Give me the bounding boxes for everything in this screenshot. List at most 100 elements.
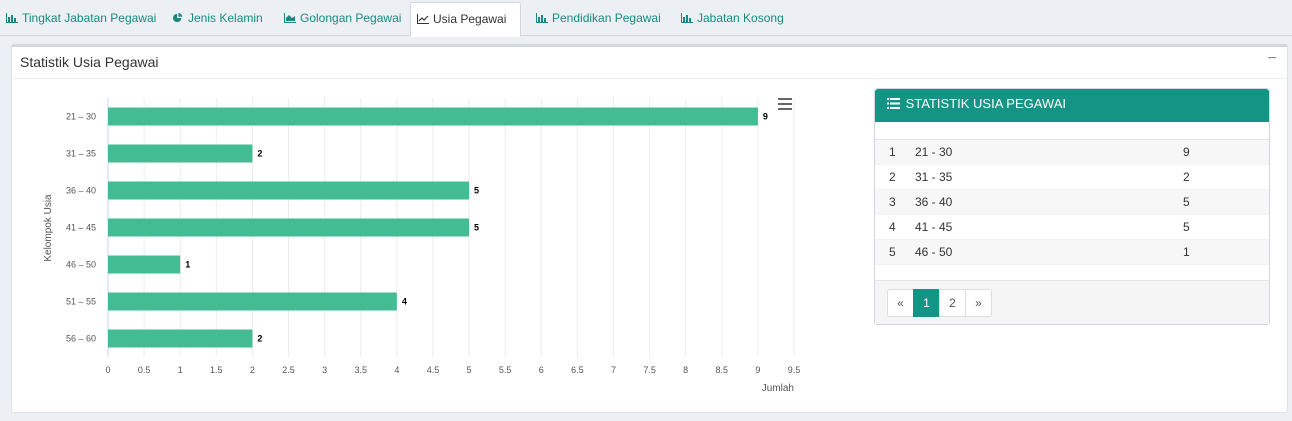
stat-box: STATISTIK USIA PEGAWAI 1 21 - 30 9 2 31 - 35…: [874, 88, 1270, 325]
collapse-button[interactable]: −: [1267, 50, 1277, 67]
x-tick-label: 8: [683, 365, 688, 375]
x-tick-label: 2.5: [282, 365, 295, 375]
y-axis-label: Kelompok Usia: [43, 194, 54, 262]
x-tick-label: 9: [755, 365, 760, 375]
tab-label: Jabatan Kosong: [697, 11, 784, 25]
data-label: 5: [474, 223, 479, 233]
data-label: 4: [402, 297, 407, 307]
y-tick-label: 56 – 60: [66, 334, 96, 344]
tab-label: Jenis Kelamin: [188, 11, 263, 25]
x-tick-label: 1.5: [210, 365, 223, 375]
usia-chart: 0 0.5 1 1.5 2 2.5 3 3.5 4 4.5 5 5.5 6 6.5 7 7.5 8 8.5 9 9.5…: [12, 47, 872, 416]
bar-chart-icon: [6, 13, 18, 23]
data-label: 1: [185, 260, 190, 270]
stat-box-header: STATISTIK USIA PEGAWAI: [875, 89, 1269, 122]
x-tick-label: 4: [394, 365, 399, 375]
pagination-prev-button[interactable]: «: [887, 289, 914, 317]
x-tick-label: 5.5: [499, 365, 512, 375]
tab-label: Golongan Pegawai: [300, 11, 402, 25]
x-tick-label: 8.5: [716, 365, 729, 375]
data-label: 2: [257, 334, 262, 344]
x-tick-label: 3: [322, 365, 327, 375]
table-row: 3 36 - 40 5: [875, 190, 1269, 215]
x-tick-label: 9.5: [788, 365, 801, 375]
x-tick-label: 6.5: [571, 365, 584, 375]
x-tick-label: 7.5: [643, 365, 656, 375]
row-value: 2: [1183, 170, 1190, 184]
line-chart-icon: [417, 14, 429, 24]
pagination: «1 2»: [887, 289, 992, 317]
row-range: 46 - 50: [915, 245, 953, 259]
x-tick-label: 5: [467, 365, 472, 375]
row-range: 31 - 35: [915, 170, 953, 184]
row-range: 36 - 40: [915, 195, 953, 209]
tab-tingkat-jabatan[interactable]: Tingkat Jabatan Pegawai: [0, 2, 162, 36]
row-range: 21 - 30: [915, 145, 953, 159]
row-value: 1: [1183, 245, 1190, 259]
statistik-panel: Statistik Usia Pegawai − 0 0.5 1 1.5 2 2.5 3 3.…: [11, 44, 1288, 413]
panel-header: Statistik Usia Pegawai −: [12, 47, 1287, 79]
tab-label: Pendidikan Pegawai: [552, 11, 661, 25]
x-tick-label: 6: [539, 365, 544, 375]
tab-usia-pegawai[interactable]: Usia Pegawai: [410, 2, 521, 37]
chart-svg: 0 0.5 1 1.5 2 2.5 3 3.5 4 4.5 5 5.5 6 6.5 7 7.5 8 8.5 9 9.5…: [43, 98, 801, 394]
x-tick-label: 0: [105, 365, 110, 375]
y-tick-label: 31 – 35: [66, 149, 96, 159]
tab-label: Tingkat Jabatan Pegawai: [22, 11, 157, 25]
row-value: 5: [1183, 220, 1190, 234]
y-tick-label: 46 – 50: [66, 260, 96, 270]
x-tick-label: 1: [178, 365, 183, 375]
y-tick-label: 36 – 40: [66, 186, 96, 196]
pagination-next-button[interactable]: »: [965, 289, 992, 317]
pie-chart-icon: [173, 13, 183, 23]
bar: [108, 255, 181, 274]
row-value: 9: [1183, 145, 1190, 159]
data-label: 2: [257, 149, 262, 159]
table-row: 4 41 - 45 5: [875, 215, 1269, 240]
table-row: 2 31 - 35 2: [875, 165, 1269, 190]
tab-golongan-pegawai[interactable]: Golongan Pegawai: [278, 2, 407, 36]
x-tick-label: 2: [250, 365, 255, 375]
table-row: 5 46 - 50 1: [875, 240, 1269, 265]
x-tick-label: 7: [611, 365, 616, 375]
bar: [108, 329, 253, 348]
y-tick-label: 51 – 55: [66, 297, 96, 307]
row-range: 41 - 45: [915, 220, 953, 234]
area-chart-icon: [284, 13, 296, 23]
bar: [108, 181, 470, 200]
tab-jenis-kelamin[interactable]: Jenis Kelamin: [166, 2, 269, 36]
tab-jabatan-kosong[interactable]: Jabatan Kosong: [675, 2, 790, 36]
bar-chart-icon: [681, 13, 693, 23]
chart-menu-icon[interactable]: [778, 98, 792, 110]
bar: [108, 292, 397, 311]
pagination-page-button[interactable]: 1: [913, 289, 940, 317]
stat-table: 1 21 - 30 9 2 31 - 35 2 3 36 - 40 5 4 41 - 45 5 5 46 …: [875, 139, 1269, 265]
tab-label: Usia Pegawai: [433, 12, 507, 26]
row-value: 5: [1183, 195, 1190, 209]
row-number: 3: [889, 195, 896, 209]
bar: [108, 107, 758, 126]
panel-title: Statistik Usia Pegawai: [20, 54, 159, 70]
bar: [108, 144, 253, 163]
x-axis-label: Jumlah: [762, 383, 794, 394]
y-tick-label: 41 – 45: [66, 223, 96, 233]
stat-footer: «1 2»: [875, 280, 1269, 324]
x-tick-label: 0.5: [138, 365, 151, 375]
tab-pendidikan-pegawai[interactable]: Pendidikan Pegawai: [530, 2, 667, 36]
table-row: 1 21 - 30 9: [875, 140, 1269, 165]
stat-box-title: STATISTIK USIA PEGAWAI: [905, 96, 1066, 111]
row-number: 2: [889, 170, 896, 184]
row-number: 5: [889, 245, 896, 259]
bar-chart-icon: [536, 13, 548, 23]
list-icon: [887, 98, 900, 109]
row-number: 4: [889, 220, 896, 234]
y-tick-label: 21 – 30: [66, 112, 96, 122]
row-number: 1: [889, 145, 896, 159]
bar: [108, 218, 470, 237]
pagination-page-button[interactable]: 2: [939, 289, 966, 317]
data-label: 9: [763, 112, 768, 122]
x-tick-label: 3.5: [354, 365, 367, 375]
x-tick-label: 4.5: [427, 365, 440, 375]
data-label: 5: [474, 186, 479, 196]
tab-bar: Tingkat Jabatan Pegawai Jenis Kelamin Go…: [0, 0, 1292, 37]
